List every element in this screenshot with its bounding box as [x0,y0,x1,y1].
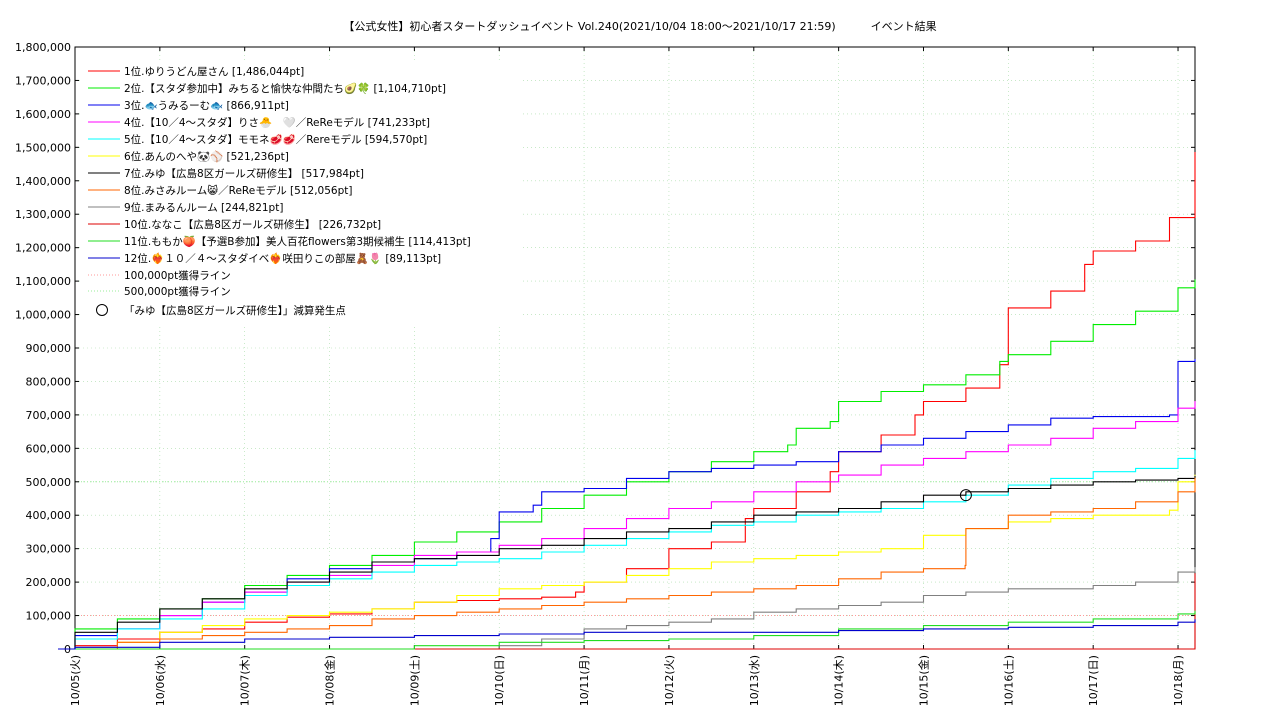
legend-entry: 3位.🐟うみるーむ🐟 [866,911pt] [124,99,289,112]
series-line [58,279,1196,650]
legend-entry: 2位.【スタダ参加中】みちると愉快な仲間たち🥑🍀 [1,104,710pt] [124,81,446,95]
grid-lines [74,46,1195,650]
legend-entry: 5位.【10／4〜スタダ】モモネ🥩🥩／Rereモデル [594,570pt] [124,133,427,146]
series-line [58,401,1196,650]
y-tick-label: 900,000 [26,342,72,355]
legend-marker-symbol [96,304,108,316]
x-tick-label: 10/10(日) [493,655,506,706]
y-tick-label: 300,000 [26,543,72,556]
legend-entry: 12位.❤️‍🔥１０／４〜スタダイベ❤️‍🔥咲田りこの部屋🧸🌷 [89,113p… [124,252,441,265]
legend-entry: 10位.ななこ【広島8区ガールズ研修生】 [226,732pt] [124,218,381,231]
chart-title: 【公式女性】初心者スタートダッシュイベント Vol.240(2021/10/04… [343,20,937,33]
x-tick-label: 10/17(日) [1087,655,1100,706]
series-line [58,359,1196,650]
x-tick-label: 10/13(水) [748,655,761,706]
legend-background [80,60,520,325]
y-tick-label: 1,600,000 [15,108,71,121]
y-axis: 0100,000200,000300,000400,000500,000600,… [15,41,1195,656]
legend-entry: 6位.あんのへや🐼⚾ [521,236pt] [124,150,289,163]
y-tick-label: 1,700,000 [15,74,71,87]
legend-entry: 11位.ももか🍑【予選B参加】美人百花flowers第3期候補生 [114,41… [124,235,471,248]
x-axis: 10/05(火) 10/06(水) 10/07(木) 10/08(金) 10/09(土)… [69,47,1185,706]
y-tick-label: 700,000 [26,409,72,422]
y-tick-label: 500,000 [26,476,72,489]
x-tick-label: 10/18(月) [1172,655,1185,706]
y-tick-label: 1,800,000 [15,41,71,54]
series-line [58,152,1196,650]
x-tick-label: 10/09(土) [408,655,421,706]
series-group [58,152,1196,650]
series-line [58,610,1196,650]
y-tick-label: 400,000 [26,509,72,522]
y-tick-label: 100,000 [26,610,72,623]
x-tick-label: 10/08(金) [323,655,337,706]
legend-entry: 1位.ゆりうどん屋さん [1,486,044pt] [124,65,304,78]
legend-entry: 「みゆ【広島8区ガールズ研修生】」減算発生点 [124,304,346,317]
x-tick-label: 10/15(金) [916,655,930,706]
series-line [58,475,1196,650]
legend-entry: 8位.みさみルーム😸／ReReモデル [512,056pt] [124,184,352,197]
y-tick-label: 1,300,000 [15,208,71,221]
series-line [58,619,1196,650]
legend-entry: 9位.まみるんルーム [244,821pt] [124,201,283,214]
deduction-marker [959,489,972,502]
legend-entry: 7位.みゆ【広島8区ガールズ研修生】 [517,984pt] [124,167,364,180]
y-tick-label: 1,400,000 [15,175,71,188]
series-line [58,567,1196,650]
x-tick-label: 10/12(火) [663,655,676,706]
series-line [58,477,1196,650]
x-tick-label: 10/07(木) [239,655,252,706]
x-tick-label: 10/14(木) [833,655,846,706]
legend: 1位.ゆりうどん屋さん [1,486,044pt] 2位.【スタダ参加中】みちると… [80,60,520,325]
y-tick-label: 800,000 [26,375,72,388]
legend-entry: 500,000pt獲得ライン [124,285,231,298]
x-tick-label: 10/16(土) [1002,655,1015,706]
y-tick-label: 1,200,000 [15,242,71,255]
y-tick-label: 1,000,000 [15,309,71,322]
y-tick-label: 200,000 [26,576,72,589]
legend-entry: 4位.【10／4〜スタダ】りさ🐣 🤍／ReReモデル [741,233pt] [124,116,430,129]
y-tick-label: 1,500,000 [15,141,71,154]
legend-entry: 100,000pt獲得ライン [124,269,231,282]
series-line [58,474,1196,650]
y-tick-label: 1,100,000 [15,275,71,288]
y-tick-label: 600,000 [26,442,72,455]
series-line [58,573,1196,650]
x-tick-label: 10/11(月) [578,655,591,706]
x-tick-label: 10/05(火) [69,655,82,706]
x-tick-label: 10/06(水) [154,655,167,706]
